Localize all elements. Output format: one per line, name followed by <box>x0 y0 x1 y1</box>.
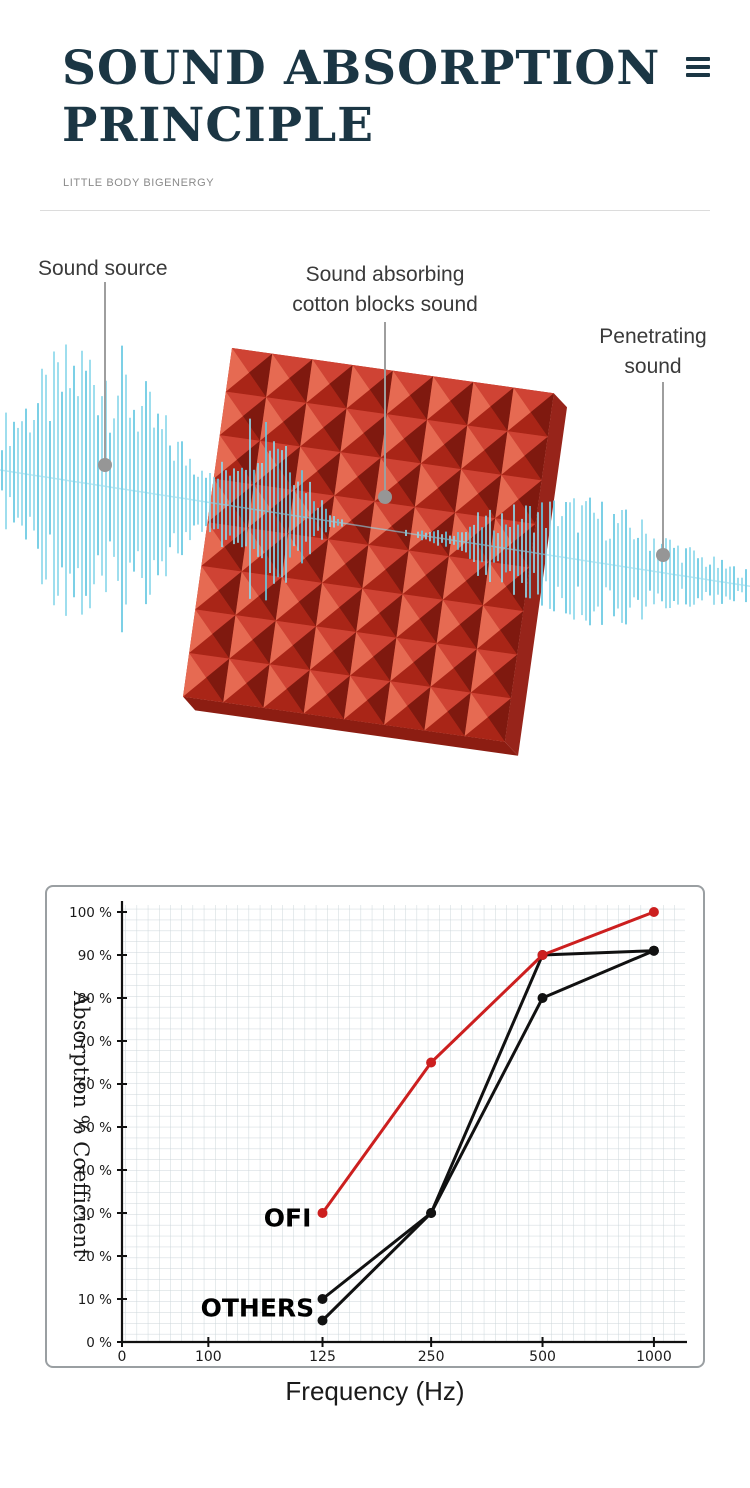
label-penetrating-sound: Penetrating sound <box>586 322 720 383</box>
x-tick-label: 500 <box>529 1349 556 1365</box>
y-tick-label: 20 % <box>78 1249 112 1265</box>
chart-frame: 0 % 10 % 20 % 30 % 40 % 50 % 60 % 70 % 80 % 90 % 1… <box>45 885 705 1368</box>
leader-lines <box>98 282 670 562</box>
title-line-2: PRINCIPLE <box>62 98 374 154</box>
data-point <box>317 1294 328 1304</box>
y-tick-label: 60 % <box>78 1077 112 1093</box>
menu-bar <box>686 57 710 61</box>
series-ofi-0 <box>317 907 659 1218</box>
data-point <box>537 993 548 1003</box>
x-tick-label: 250 <box>418 1349 445 1365</box>
label-sound-source-text: Sound source <box>38 257 168 280</box>
data-point <box>426 1057 437 1068</box>
chart-x-axis-title: Frequency (Hz) <box>285 1376 465 1406</box>
label-penetrating-line-1: Penetrating <box>599 325 707 348</box>
y-tick-label: 0 % <box>86 1335 112 1351</box>
leader-dot-sound-source <box>98 458 112 472</box>
label-penetrating-line-2: sound <box>624 355 682 379</box>
x-tick-label: 0 <box>118 1349 127 1365</box>
data-point <box>317 1208 328 1218</box>
series-label-ofi: OFI <box>264 1203 312 1232</box>
leader-dot-penetrating-sound <box>656 548 670 562</box>
menu-bar <box>686 73 710 77</box>
x-tick-label: 1000 <box>636 1349 672 1365</box>
label-absorbing-line-1: Sound absorbing <box>305 263 465 286</box>
data-point <box>426 1208 437 1218</box>
foam-panel <box>183 348 568 756</box>
data-point <box>648 945 659 956</box>
x-tick-label: 100 <box>195 1349 222 1365</box>
header: SOUND ABSORPTION PRINCIPLE LITTLE BODY B… <box>0 0 750 230</box>
title-line-1: SOUND ABSORPTION <box>62 41 661 96</box>
x-tick-label: 125 <box>309 1349 336 1365</box>
data-point <box>537 950 548 960</box>
y-tick-label: 40 % <box>78 1163 112 1179</box>
y-tick-label: 10 % <box>78 1292 112 1308</box>
absorption-chart: 0 % 10 % 20 % 30 % 40 % 50 % 60 % 70 % 80 % 90 % 1… <box>69 901 687 1365</box>
y-tick-label: 100 % <box>69 905 112 921</box>
diagram: Sound source Sound absorbing cotton bloc… <box>0 230 750 885</box>
y-tick-label: 70 % <box>78 1034 112 1050</box>
diagram-graphic <box>0 282 750 756</box>
label-sound-source: Sound source <box>38 254 168 284</box>
y-tick-label: 30 % <box>78 1206 112 1222</box>
data-point <box>317 1315 328 1326</box>
series-label-others: OTHERS <box>201 1294 315 1323</box>
chart-section: 0 % 10 % 20 % 30 % 40 % 50 % 60 % 70 % 80 % 90 % 1… <box>45 885 705 1407</box>
sound-wave <box>0 344 750 633</box>
chart-grid <box>122 905 685 1342</box>
hamburger-menu-icon[interactable] <box>686 57 710 81</box>
menu-bar <box>686 65 710 69</box>
label-absorbing-line-2: cotton blocks sound <box>292 293 478 317</box>
chart-y-axis-title: Absorption % Coefficient <box>69 990 93 1257</box>
y-tick-label: 90 % <box>78 948 112 964</box>
y-tick-label: 80 % <box>78 991 112 1007</box>
data-point <box>648 907 659 917</box>
leader-dot-sound-absorbing <box>378 490 392 504</box>
divider <box>40 210 710 211</box>
y-tick-label: 50 % <box>78 1120 112 1136</box>
label-sound-absorbing: Sound absorbing cotton blocks sound <box>268 260 502 321</box>
subtitle: LITTLE BODY BIGENERGY <box>63 177 215 189</box>
page-title: SOUND ABSORPTION PRINCIPLE <box>62 40 660 155</box>
